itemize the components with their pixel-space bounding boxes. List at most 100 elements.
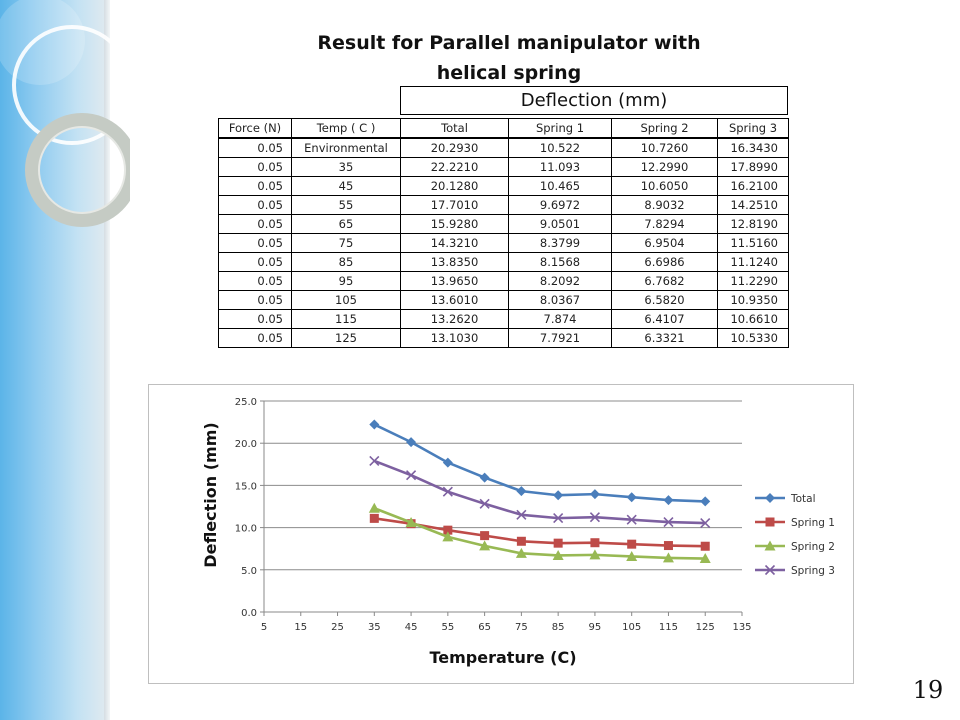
x-marker-stroke [553, 513, 564, 524]
cell-total: 13.2620 [400, 309, 509, 329]
cell-spring-1: 10.522 [508, 137, 612, 158]
cell-spring-3: 11.2290 [717, 271, 789, 291]
legend-swatch-marker [764, 540, 776, 551]
cell-spring-2: 6.7682 [611, 271, 718, 291]
table-row: 0.05 105 13.6010 8.0367 6.5820 10.9350 [218, 290, 789, 310]
data-point-spring-1 [663, 541, 673, 551]
data-point-spring-2 [626, 550, 638, 561]
legend-swatch-marker [764, 564, 776, 576]
table-row: 0.05 45 20.1280 10.465 10.6050 16.2100 [218, 176, 789, 196]
cell-spring-3: 16.3430 [717, 137, 789, 158]
data-point-spring-3 [516, 509, 527, 520]
cell-spring-1: 8.3799 [508, 233, 612, 253]
x-marker-stroke [442, 486, 453, 497]
data-point-spring-3 [442, 486, 453, 497]
data-point-total [516, 486, 527, 497]
cell-force: 0.05 [218, 176, 292, 196]
results-table: Force (N) Temp ( C ) Total Spring 1 Spri… [218, 118, 789, 348]
x-marker-stroke [369, 455, 380, 466]
header-temp: Temp ( C ) [291, 118, 401, 139]
legend-item-spring-2: Spring 2 [755, 540, 835, 553]
x-tick-label: 35 [368, 622, 381, 633]
x-tick-label: 75 [515, 622, 528, 633]
x-tick-label: 15 [294, 622, 307, 633]
cell-spring-3: 16.2100 [717, 176, 789, 196]
slide-number: 19 [912, 676, 944, 704]
deflection-group-header: Deflection (mm) [400, 86, 788, 115]
series-spring-3 [369, 455, 711, 529]
x-tick-label: 105 [622, 622, 641, 633]
header-spring-1: Spring 1 [508, 118, 612, 139]
cell-temp: 55 [291, 195, 401, 215]
cell-spring-2: 6.3321 [611, 328, 718, 348]
cell-spring-3: 11.5160 [717, 233, 789, 253]
cell-spring-3: 11.1240 [717, 252, 789, 272]
cell-force: 0.05 [218, 214, 292, 234]
legend-label: Spring 3 [791, 565, 835, 577]
x-tick-label: 65 [478, 622, 491, 633]
data-point-total [663, 495, 674, 506]
x-marker-stroke [663, 516, 674, 528]
cell-total: 13.1030 [400, 328, 509, 348]
cell-spring-2: 8.9032 [611, 195, 718, 215]
data-point-spring-3 [663, 516, 674, 528]
cell-spring-1: 9.0501 [508, 214, 612, 234]
y-tick-label: 20.0 [235, 439, 257, 450]
x-marker-stroke [700, 518, 711, 529]
cell-spring-2: 6.5820 [611, 290, 718, 310]
cell-temp: 105 [291, 290, 401, 310]
data-point-spring-2 [479, 540, 491, 551]
side-band-edge [104, 0, 110, 720]
y-tick-label: 5.0 [241, 566, 257, 577]
legend-label: Spring 2 [791, 541, 835, 553]
x-tick-label: 55 [441, 622, 454, 633]
data-point-spring-1 [627, 539, 637, 549]
y-axis-title: Deflection (mm) [201, 422, 220, 567]
cell-force: 0.05 [218, 309, 292, 329]
table-body: 0.05 Environmental 20.2930 10.522 10.7260 16.… [218, 137, 789, 348]
y-tick-label: 15.0 [235, 481, 257, 492]
table-row: 0.05 85 13.8350 8.1568 6.6986 11.1240 [218, 252, 789, 272]
cell-temp: 75 [291, 233, 401, 253]
cell-force: 0.05 [218, 195, 292, 215]
data-point-total [406, 437, 417, 448]
cell-force: 0.05 [218, 271, 292, 291]
cell-spring-2: 6.6986 [611, 252, 718, 272]
chart-frame: 0.0 5.0 10.0 15.0 20.0 25.0 5 15 25 35 45 55 65 75 85 9… [148, 384, 854, 684]
cell-total: 13.9650 [400, 271, 509, 291]
series-spring-2 [368, 502, 711, 564]
legend-label: Total [790, 493, 816, 505]
axis-layer: 0.0 5.0 10.0 15.0 20.0 25.0 5 15 25 35 45 55 65 75 85 9… [235, 397, 752, 633]
data-point-spring-2 [368, 502, 380, 513]
cell-temp: 35 [291, 157, 401, 177]
data-point-total [589, 489, 600, 500]
cell-spring-1: 8.0367 [508, 290, 612, 310]
x-tick-label: 125 [696, 622, 715, 633]
legend-item-spring-1: Spring 1 [755, 517, 835, 529]
title-line-1: Result for Parallel manipulator with [317, 32, 701, 54]
cell-total: 13.6010 [400, 290, 509, 310]
cell-force: 0.05 [218, 157, 292, 177]
cell-spring-2: 10.7260 [611, 137, 718, 158]
table-row: 0.05 125 13.1030 7.7921 6.3321 10.5330 [218, 328, 789, 348]
data-point-total [369, 419, 380, 430]
series-line-total [373, 423, 706, 503]
header-total: Total [400, 118, 509, 139]
table-header-row: Force (N) Temp ( C ) Total Spring 1 Spri… [218, 118, 789, 139]
table-row: 0.05 75 14.3210 8.3799 6.9504 11.5160 [218, 233, 789, 253]
header-force: Force (N) [218, 118, 292, 139]
cell-spring-3: 10.5330 [717, 328, 789, 348]
cell-total: 22.2210 [400, 157, 509, 177]
data-point-spring-1 [369, 513, 379, 523]
data-point-total [553, 490, 564, 501]
x-marker-stroke [516, 509, 527, 520]
cell-total: 20.2930 [400, 137, 509, 158]
deflection-chart: 0.0 5.0 10.0 15.0 20.0 25.0 5 15 25 35 45 55 65 75 85 9… [201, 397, 835, 667]
cell-spring-1: 10.465 [508, 176, 612, 196]
series-line-spring-3 [373, 459, 706, 525]
cell-force: 0.05 [218, 233, 292, 253]
legend-label: Spring 1 [791, 517, 835, 529]
cell-spring-2: 7.8294 [611, 214, 718, 234]
x-tick-label: 115 [659, 622, 678, 633]
data-point-spring-1 [480, 531, 490, 541]
